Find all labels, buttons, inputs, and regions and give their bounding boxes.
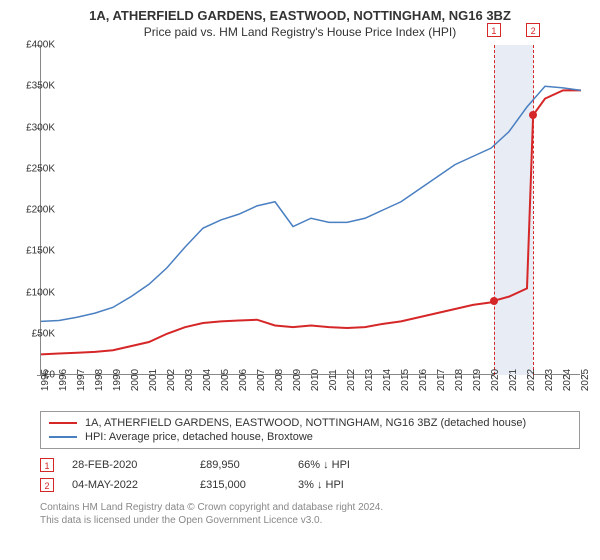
legend-label: HPI: Average price, detached house, Brox… (85, 431, 313, 443)
legend-label: 1A, ATHERFIELD GARDENS, EASTWOOD, NOTTIN… (85, 417, 526, 429)
x-axis-label: 1999 (112, 369, 123, 391)
marker-box: 2 (526, 23, 540, 37)
x-axis-label: 2003 (184, 369, 195, 391)
x-axis-label: 2000 (130, 369, 141, 391)
annotation-marker: 1 (40, 458, 54, 472)
x-axis-label: 2005 (220, 369, 231, 391)
y-axis-label: £350K (26, 81, 55, 92)
x-axis-label: 2008 (274, 369, 285, 391)
x-axis-label: 2011 (328, 369, 339, 391)
x-axis-label: 2020 (490, 369, 501, 391)
chart-area: 12 £0£50K£100K£150K£200K£250K£300K£350K£… (40, 45, 600, 405)
chart-subtitle: Price paid vs. HM Land Registry's House … (0, 23, 600, 45)
chart-title: 1A, ATHERFIELD GARDENS, EASTWOOD, NOTTIN… (0, 0, 600, 23)
x-axis-label: 1998 (94, 369, 105, 391)
marker-box: 1 (487, 23, 501, 37)
y-axis-label: £150K (26, 246, 55, 257)
x-axis-label: 1995 (40, 369, 51, 391)
x-axis-label: 2012 (346, 369, 357, 391)
x-axis-label: 2002 (166, 369, 177, 391)
chart-container: 1A, ATHERFIELD GARDENS, EASTWOOD, NOTTIN… (0, 0, 600, 560)
marker-line (494, 45, 495, 375)
x-axis-label: 1997 (76, 369, 87, 391)
x-axis-label: 2010 (310, 369, 321, 391)
x-axis-label: 2021 (508, 369, 519, 391)
y-axis-label: £300K (26, 122, 55, 133)
x-axis-label: 2022 (526, 369, 537, 391)
x-axis-label: 2001 (148, 369, 159, 391)
chart-lines-svg (41, 45, 581, 375)
series-line (41, 86, 581, 321)
x-axis-label: 2007 (256, 369, 267, 391)
annotation-date: 28-FEB-2020 (72, 459, 182, 471)
x-axis-label: 2009 (292, 369, 303, 391)
annotation-row: 1 28-FEB-2020 £89,950 66% ↓ HPI (40, 455, 580, 475)
y-axis-label: £250K (26, 163, 55, 174)
annotation-price: £89,950 (200, 459, 280, 471)
y-axis-label: £200K (26, 205, 55, 216)
legend-item: 1A, ATHERFIELD GARDENS, EASTWOOD, NOTTIN… (49, 416, 571, 430)
marker-line (533, 45, 534, 375)
annotation-table: 1 28-FEB-2020 £89,950 66% ↓ HPI 2 04-MAY… (40, 455, 580, 495)
y-axis-label: £400K (26, 40, 55, 51)
series-line (41, 90, 581, 354)
legend-item: HPI: Average price, detached house, Brox… (49, 430, 571, 444)
x-axis-label: 2018 (454, 369, 465, 391)
footer-line: Contains HM Land Registry data © Crown c… (40, 501, 580, 514)
y-axis-label: £50K (32, 328, 55, 339)
annotation-diff: 3% ↓ HPI (298, 479, 398, 491)
annotation-row: 2 04-MAY-2022 £315,000 3% ↓ HPI (40, 475, 580, 495)
x-axis-label: 2006 (238, 369, 249, 391)
x-axis-label: 2016 (418, 369, 429, 391)
annotation-diff: 66% ↓ HPI (298, 459, 398, 471)
x-axis-label: 2013 (364, 369, 375, 391)
x-axis-label: 1996 (58, 369, 69, 391)
annotation-marker: 2 (40, 478, 54, 492)
legend-swatch (49, 422, 77, 424)
footer-line: This data is licensed under the Open Gov… (40, 514, 580, 527)
legend: 1A, ATHERFIELD GARDENS, EASTWOOD, NOTTIN… (40, 411, 580, 449)
y-axis-label: £100K (26, 287, 55, 298)
annotation-price: £315,000 (200, 479, 280, 491)
data-point (529, 111, 537, 119)
annotation-date: 04-MAY-2022 (72, 479, 182, 491)
x-axis-label: 2019 (472, 369, 483, 391)
x-axis-label: 2025 (580, 369, 591, 391)
data-point (490, 297, 498, 305)
x-axis-label: 2014 (382, 369, 393, 391)
x-axis-label: 2015 (400, 369, 411, 391)
x-axis-label: 2023 (544, 369, 555, 391)
x-axis-label: 2017 (436, 369, 447, 391)
footer: Contains HM Land Registry data © Crown c… (40, 495, 580, 527)
x-axis-label: 2004 (202, 369, 213, 391)
legend-swatch (49, 436, 77, 438)
plot-area: 12 (40, 45, 580, 375)
x-axis-label: 2024 (562, 369, 573, 391)
